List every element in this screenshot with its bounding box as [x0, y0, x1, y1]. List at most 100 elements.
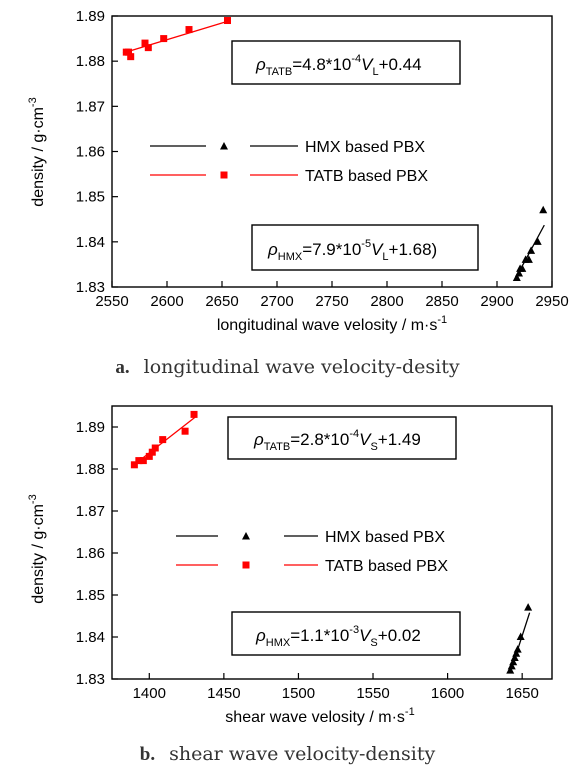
tatb-data-point	[141, 39, 149, 47]
chart-b-caption-letter: b.	[139, 744, 156, 765]
y-tick-label: 1.83	[76, 671, 105, 688]
chart-a-y-ticks: 1.83 1.84 1.85 1.86 1.87 1.88 1.89	[76, 8, 118, 296]
tatb-data-point	[125, 48, 132, 56]
tatb-data-point	[139, 457, 147, 465]
chart-b-x-ticks: 1400 1450 1500 1550 1600 1650	[133, 673, 539, 702]
y-tick-label: 1.85	[76, 587, 105, 604]
tatb-data-point	[130, 461, 138, 469]
x-tick-label: 2600	[150, 293, 183, 310]
chart-b-caption-text: shear wave velocity-density	[169, 743, 436, 765]
chart-a-legend: HMX based PBX TATB based PBX	[150, 139, 428, 185]
tatb-data-point	[144, 44, 152, 52]
chart-a-x-ticks: 2550 2600 2650 2700 2750 2800 2850 2900 2950	[95, 281, 569, 310]
hmx-data-point	[518, 264, 527, 272]
hmx-data-point	[527, 246, 536, 254]
chart-a: 2550 2600 2650 2700 2750 2800 2850 2900 2950 1.8…	[27, 8, 569, 334]
tatb-data-point	[185, 26, 193, 34]
chart-a-hmx-equation: ρHMX=7.9*10-5VL+1.68)	[267, 238, 437, 263]
tatb-fit-line	[122, 20, 229, 54]
chart-b-legend-hmx: HMX based PBX	[176, 529, 445, 546]
chart-a-legend-tatb-label: TATB based PBX	[305, 168, 428, 185]
tatb-data-point	[135, 457, 143, 465]
chart-b-legend-tatb-label: TATB based PBX	[325, 558, 448, 575]
tatb-data-point	[224, 17, 231, 25]
hmx-data-point	[509, 657, 518, 666]
chart-a-legend-tatb: TATB based PBX	[150, 168, 428, 185]
triangle-marker-icon	[220, 142, 228, 150]
y-tick-label: 1.89	[76, 8, 105, 25]
x-tick-label: 2800	[370, 293, 403, 310]
tatb-data-point	[181, 427, 189, 435]
chart-b-y-ticks: 1.83 1.84 1.85 1.86 1.87 1.88 1.89	[76, 419, 118, 688]
x-tick-label: 1650	[505, 685, 538, 702]
x-tick-label: 2850	[425, 293, 458, 310]
hmx-data-point	[507, 661, 516, 670]
hmx-data-point	[510, 653, 519, 661]
y-tick-label: 1.89	[76, 419, 105, 436]
chart-b-caption: b. shear wave velocity-density	[0, 743, 575, 766]
chart-a-tatb-equation-box	[231, 40, 461, 85]
square-marker-icon	[220, 171, 228, 179]
chart-a-legend-hmx: HMX based PBX	[150, 139, 425, 156]
tatb-data-point	[145, 452, 153, 460]
x-tick-label: 2950	[535, 293, 568, 310]
y-tick-label: 1.88	[76, 461, 105, 478]
chart-b-hmx-equation-box	[231, 611, 461, 656]
hmx-data-point	[533, 237, 542, 245]
x-tick-label: 2550	[95, 293, 128, 310]
chart-a-caption-text: longitudinal wave velocity-desity	[143, 356, 460, 378]
hmx-data-point	[512, 273, 521, 281]
y-tick-label: 1.86	[76, 545, 105, 562]
tatb-data-point	[190, 410, 198, 418]
chart-a-legend-hmx-label: HMX based PBX	[305, 139, 425, 156]
y-tick-label: 1.87	[76, 503, 105, 520]
chart-a-hmx-equation-box	[251, 224, 479, 271]
chart-b-plot-frame	[111, 405, 553, 680]
chart-b-legend-hmx-label: HMX based PBX	[325, 529, 445, 546]
x-tick-label: 1450	[207, 685, 240, 702]
chart-b-tatb-equation-box	[227, 416, 457, 460]
x-tick-label: 1500	[282, 685, 315, 702]
y-tick-label: 1.84	[76, 234, 105, 251]
triangle-marker-icon	[242, 532, 250, 540]
hmx-data-point	[524, 255, 533, 263]
chart-a-ylabel: density / g·cm-3	[27, 97, 47, 206]
chart-b-tatb-equation: ρTATB=2.8*10-4VS+1.49	[253, 428, 421, 453]
chart-b: 1400 1450 1500 1550 1600 1650 1.831.841.851.8…	[27, 405, 553, 726]
y-tick-label: 1.84	[76, 629, 105, 646]
tatb-data-point	[148, 448, 156, 456]
hmx-data-point	[506, 666, 515, 674]
square-marker-icon	[242, 561, 250, 569]
chart-a-points	[122, 17, 548, 281]
hmx-data-point	[516, 632, 525, 640]
y-tick-label: 1.87	[76, 98, 105, 115]
chart-b-legend-tatb: TATB based PBX	[176, 558, 448, 575]
x-tick-label: 2700	[260, 293, 293, 310]
hmx-data-point	[512, 649, 521, 657]
tatb-data-point	[127, 53, 135, 61]
x-tick-label: 1400	[133, 685, 166, 702]
hmx-data-point	[524, 603, 533, 611]
x-tick-label: 1600	[431, 685, 464, 702]
x-tick-label: 2650	[205, 293, 238, 310]
chart-a-caption-letter: a.	[115, 357, 130, 378]
tatb-data-point	[160, 35, 168, 43]
chart-b-points	[130, 410, 533, 674]
chart-b-ylabel: density / g·cm-3	[27, 494, 47, 603]
y-tick-label: 1.88	[76, 53, 105, 70]
chart-a-xlabel: longitudinal wave velosity / m·s-1	[217, 314, 447, 334]
chart-b-hmx-equation: ρHMX=1.1*10-3VS+0.02	[255, 624, 421, 649]
hmx-data-point	[513, 645, 522, 653]
hmx-data-point	[539, 205, 548, 214]
chart-b-xlabel: shear wave velosity / m·s-1	[225, 706, 414, 726]
y-tick-label: 1.86	[76, 144, 105, 161]
tatb-data-point	[159, 436, 167, 444]
tatb-data-point	[151, 444, 159, 452]
x-tick-label: 1550	[356, 685, 389, 702]
y-tick-label: 1.85	[76, 189, 105, 206]
chart-b-legend: HMX based PBX TATB based PBX	[176, 529, 448, 575]
x-tick-label: 2750	[315, 293, 348, 310]
chart-a-caption: a. longitudinal wave velocity-desity	[0, 356, 575, 379]
x-tick-label: 2900	[480, 293, 513, 310]
